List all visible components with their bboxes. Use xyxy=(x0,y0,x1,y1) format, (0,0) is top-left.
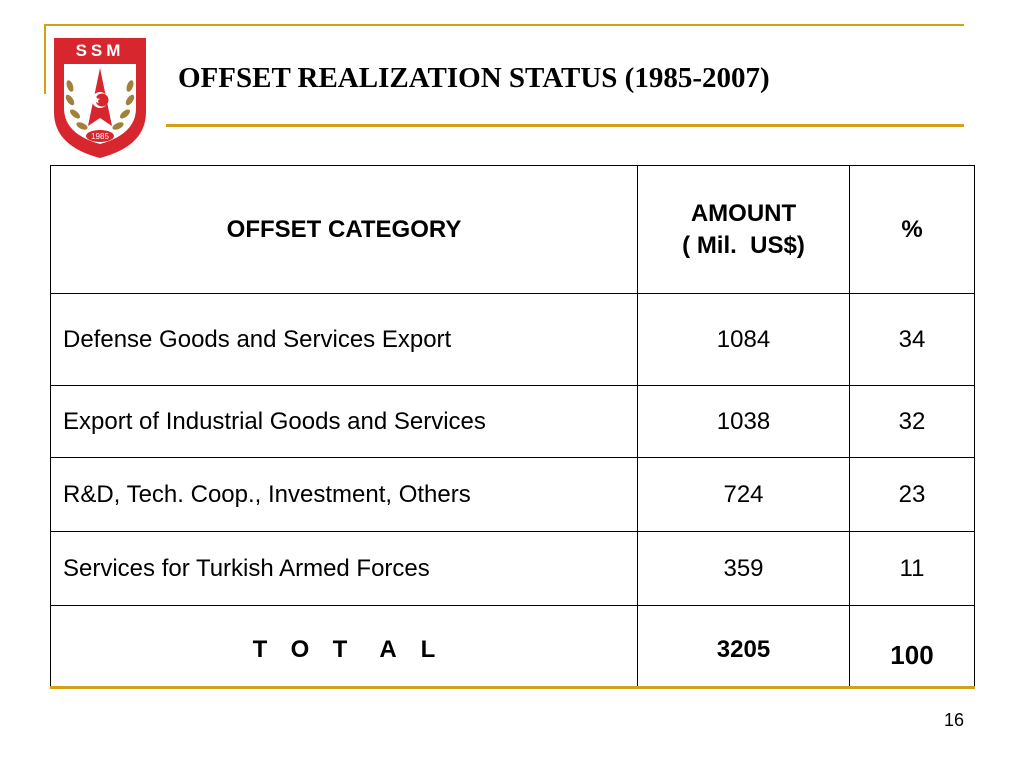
row-amount: 724 xyxy=(637,457,850,532)
table-row: Defense Goods and Services Export 1084 3… xyxy=(50,293,975,386)
total-percent: 100 xyxy=(849,605,975,688)
title-underline xyxy=(166,124,964,127)
header-amount: AMOUNT ( Mil. US$) xyxy=(637,165,850,294)
row-category: Export of Industrial Goods and Services xyxy=(50,385,638,458)
header-percent: % xyxy=(849,165,975,294)
logo-org-text: SSM xyxy=(76,41,125,60)
table-header-row: OFFSET CATEGORY AMOUNT ( Mil. US$) % xyxy=(50,165,975,294)
row-amount: 1084 xyxy=(637,293,850,386)
row-amount: 359 xyxy=(637,531,850,606)
row-category: R&D, Tech. Coop., Investment, Others xyxy=(50,457,638,532)
total-letter: T xyxy=(332,636,348,663)
ssm-logo: SSM 1985 xyxy=(54,38,146,158)
total-letter: T xyxy=(252,636,268,663)
header-category: OFFSET CATEGORY xyxy=(50,165,638,294)
table-row: R&D, Tech. Coop., Investment, Others 724… xyxy=(50,457,975,532)
total-amount: 3205 xyxy=(637,605,850,688)
row-category: Defense Goods and Services Export xyxy=(50,293,638,386)
table-row: Export of Industrial Goods and Services … xyxy=(50,385,975,458)
header-amount-line1: AMOUNT xyxy=(690,200,797,228)
header-amount-line2: ( Mil. US$) xyxy=(682,231,805,259)
page-title: OFFSET REALIZATION STATUS (1985-2007) xyxy=(178,62,770,94)
table-row: Services for Turkish Armed Forces 359 11 xyxy=(50,531,975,606)
total-letter: L xyxy=(420,636,436,663)
left-rule xyxy=(44,24,46,94)
row-percent: 23 xyxy=(849,457,975,532)
top-rule xyxy=(44,24,964,26)
row-amount: 1038 xyxy=(637,385,850,458)
row-percent: 11 xyxy=(849,531,975,606)
row-percent: 34 xyxy=(849,293,975,386)
logo-year-text: 1985 xyxy=(91,132,109,141)
page-number: 16 xyxy=(943,710,964,730)
row-percent: 32 xyxy=(849,385,975,458)
row-category: Services for Turkish Armed Forces xyxy=(50,531,638,606)
total-letter: A xyxy=(379,636,397,663)
offset-table: OFFSET CATEGORY AMOUNT ( Mil. US$) % Def… xyxy=(50,165,975,689)
total-letter: O xyxy=(290,636,310,663)
